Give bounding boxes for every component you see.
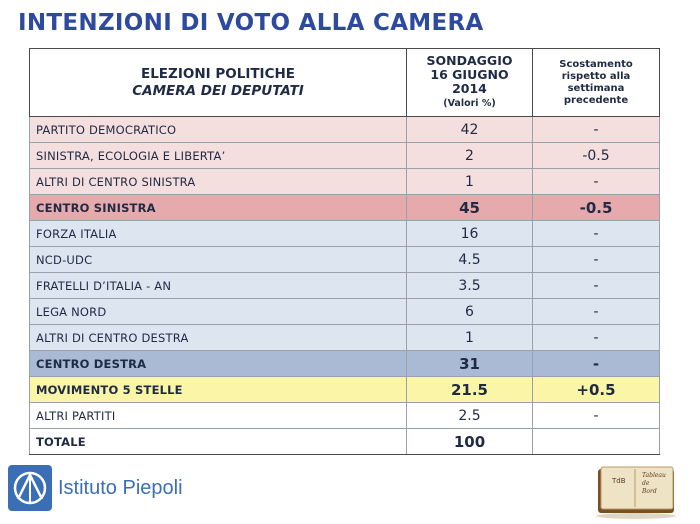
table-row-highlight: MOVIMENTO 5 STELLE 21.5 +0.5 [29,376,660,403]
vote-value: 1 [406,168,533,195]
header-shift-line3: settimana [567,82,625,94]
party-name: FORZA ITALIA [29,220,407,247]
header-elections-title: ELEZIONI POLITICHE [140,65,295,82]
vote-value: 4.5 [406,246,533,273]
piepoli-logo-icon [8,465,52,511]
header-elections-subtitle: CAMERA DEI DEPUTATI [132,82,304,99]
vote-change: - [532,324,660,351]
vote-value: 100 [406,428,533,455]
badge-line3: Bord [641,488,657,495]
vote-value: 2.5 [406,402,533,429]
party-name: NCD-UDC [29,246,407,273]
page-title: INTENZIONI DI VOTO ALLA CAMERA [18,10,484,36]
header-shift: Scostamento rispetto alla settimana prec… [532,48,660,117]
vote-change: - [532,168,660,195]
vote-change: - [532,298,660,325]
vote-value: 21.5 [406,376,533,403]
vote-change: -0.5 [532,142,660,169]
vote-value: 31 [406,350,533,377]
party-name: PARTITO DEMOCRATICO [29,116,407,143]
tableau-de-bord-badge: TdB Tableau de Bord [590,463,682,519]
table-row: FORZA ITALIA 16 - [29,220,660,247]
tableau-de-bord-book-icon: TdB Tableau de Bord [596,466,676,519]
table-row: FRATELLI D’ITALIA - AN 3.5 - [29,272,660,299]
header-poll-line1: SONDAGGIO [426,53,513,68]
poll-table: ELEZIONI POLITICHE CAMERA DEI DEPUTATI S… [29,48,660,455]
vote-value: 16 [406,220,533,247]
party-name: CENTRO DESTRA [29,350,407,377]
header-shift-line2: rispetto alla [561,70,631,82]
party-name: ALTRI DI CENTRO SINISTRA [29,168,407,195]
header-poll: SONDAGGIO 16 GIUGNO 2014 (Valori %) [406,48,533,117]
vote-change: - [532,402,660,429]
table-row: ALTRI DI CENTRO DESTRA 1 - [29,324,660,351]
vote-change [532,428,660,455]
header-elections: ELEZIONI POLITICHE CAMERA DEI DEPUTATI [29,48,407,117]
table-row: ALTRI DI CENTRO SINISTRA 1 - [29,168,660,195]
piepoli-logo: Istituto Piepoli [8,462,208,514]
vote-change: - [532,116,660,143]
header-poll-line3: 2014 [452,81,487,96]
vote-change: +0.5 [532,376,660,403]
table-row: PARTITO DEMOCRATICO 42 - [29,116,660,143]
vote-value: 6 [406,298,533,325]
badge-line2: de [642,480,650,487]
vote-change: - [532,246,660,273]
table-row-total: TOTALE 100 [29,428,660,455]
table-row-subtotal: CENTRO DESTRA 31 - [29,350,660,377]
vote-change: -0.5 [532,194,660,221]
piepoli-logo-text: Istituto Piepoli [58,476,183,499]
table-row: LEGA NORD 6 - [29,298,660,325]
header-shift-line1: Scostamento [559,58,633,70]
badge-line1: Tableau [642,472,666,479]
party-name: MOVIMENTO 5 STELLE [29,376,407,403]
vote-value: 1 [406,324,533,351]
table-row: NCD-UDC 4.5 - [29,246,660,273]
header-poll-unit: (Valori %) [443,98,496,109]
table-row: SINISTRA, ECOLOGIA E LIBERTA’ 2 -0.5 [29,142,660,169]
vote-change: - [532,350,660,377]
vote-value: 2 [406,142,533,169]
party-name: ALTRI DI CENTRO DESTRA [29,324,407,351]
party-name: TOTALE [29,428,407,455]
vote-value: 42 [406,116,533,143]
vote-change: - [532,272,660,299]
party-name: ALTRI PARTITI [29,402,407,429]
table-row: ALTRI PARTITI 2.5 - [29,402,660,429]
party-name: SINISTRA, ECOLOGIA E LIBERTA’ [29,142,407,169]
badge-abbr: TdB [611,477,626,485]
party-name: LEGA NORD [29,298,407,325]
vote-change: - [532,220,660,247]
party-name: FRATELLI D’ITALIA - AN [29,272,407,299]
table-row-subtotal: CENTRO SINISTRA 45 -0.5 [29,194,660,221]
header-poll-line2: 16 GIUGNO [430,67,509,82]
vote-value: 45 [406,194,533,221]
header-shift-line4: precedente [563,94,629,106]
vote-value: 3.5 [406,272,533,299]
party-name: CENTRO SINISTRA [29,194,407,221]
